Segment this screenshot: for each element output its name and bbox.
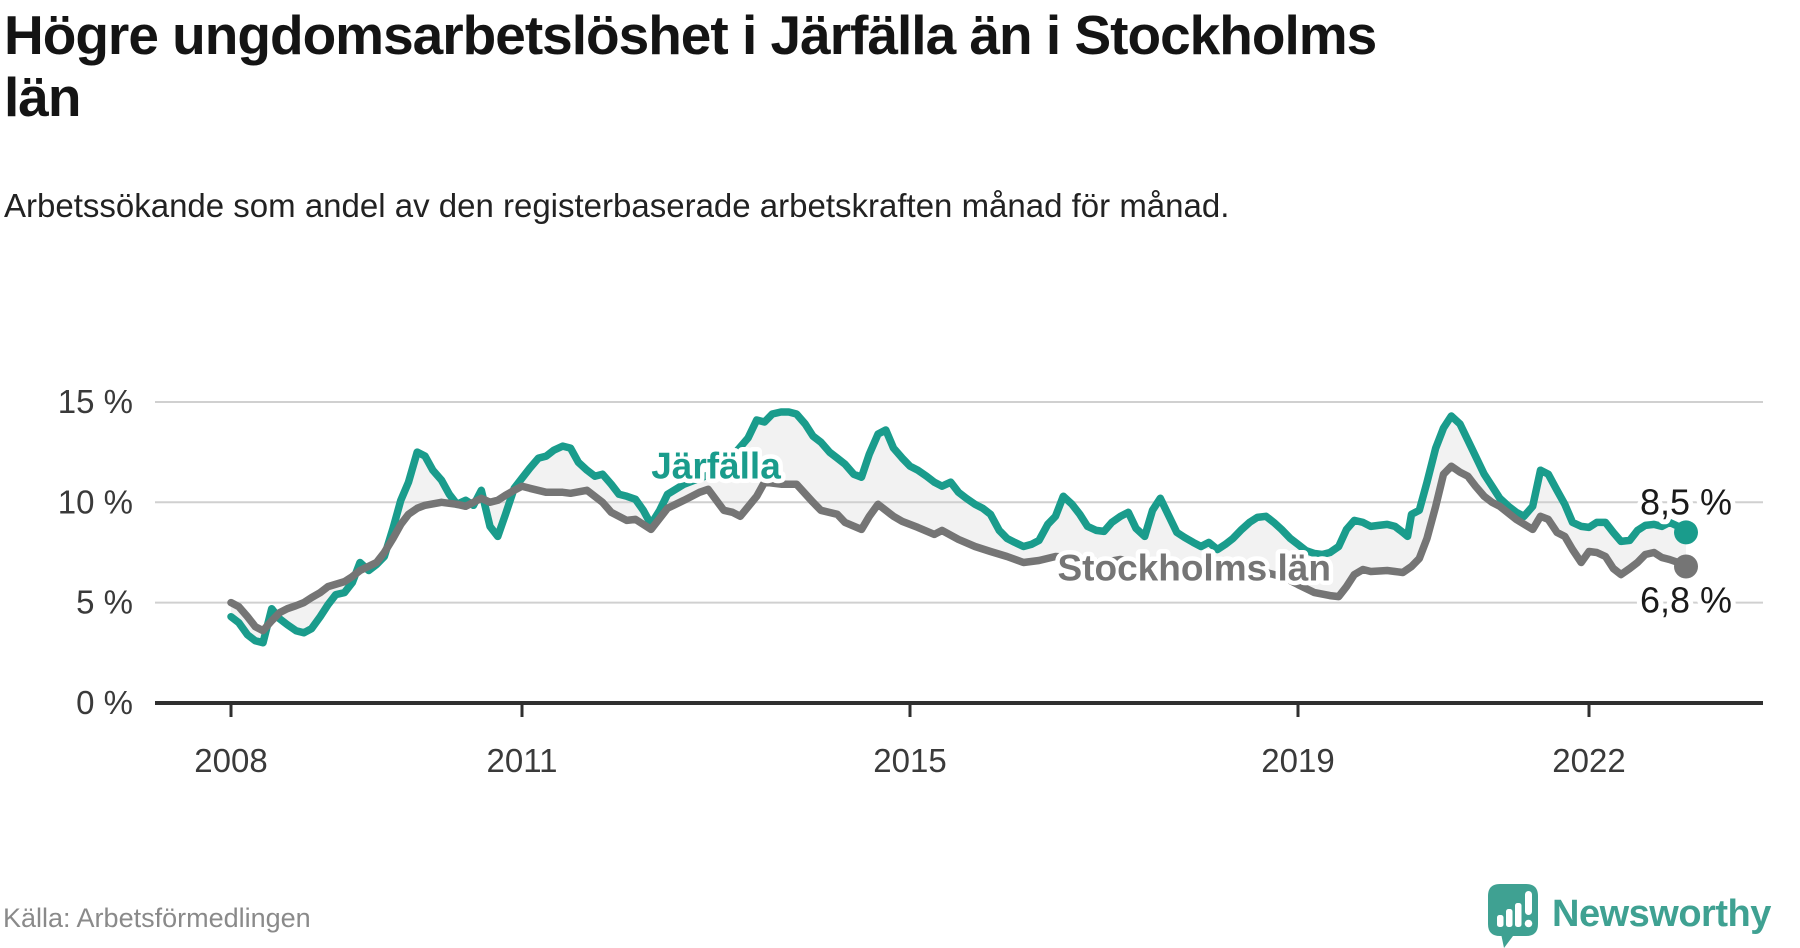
x-tick-label-2008: 2008 (194, 742, 267, 779)
series-band (231, 412, 1686, 643)
logo-exclamation-bar (1525, 891, 1532, 915)
logo-bar-large (1515, 903, 1522, 927)
source-note: Källa: Arbetsförmedlingen (3, 903, 311, 933)
y-tick-label-10: 10 % (58, 483, 133, 520)
y-tick-label-15: 15 % (58, 383, 133, 420)
newsworthy-logo[interactable]: Newsworthy (1488, 878, 1798, 948)
series-end-dot-stockholms-lan (1674, 554, 1698, 579)
series-line-stockholms-lan (227, 462, 1690, 635)
x-tick-label-2015: 2015 (873, 742, 946, 779)
newsworthy-bubble-icon (1488, 884, 1538, 948)
x-tick-label-2011: 2011 (487, 742, 558, 779)
end-value-label-jarfalla: 8,5 % (1640, 481, 1732, 522)
series-label-stockholms-lan: Stockholms län (1057, 547, 1330, 588)
logo-bar-medium (1506, 909, 1513, 927)
y-tick-label-0: 0 % (76, 684, 133, 721)
y-tick-label-5: 5 % (76, 584, 133, 621)
series-label-jarfalla: Järfälla (651, 446, 781, 487)
page-subtitle: Arbetssökande som andel av den registerb… (4, 187, 1230, 224)
page-title: Högre ungdomsarbetslöshet i Järfälla än … (4, 4, 1377, 128)
logo-bar-small (1497, 915, 1504, 927)
series-end-dot-jarfalla (1674, 520, 1698, 545)
x-tick-label-2019: 2019 (1261, 742, 1334, 779)
x-tick-label-2022: 2022 (1552, 742, 1625, 779)
newsworthy-wordmark: Newsworthy (1552, 893, 1771, 935)
logo-exclamation-dot (1524, 919, 1533, 928)
end-value-label-stockholms-lan: 6,8 % (1640, 580, 1732, 621)
